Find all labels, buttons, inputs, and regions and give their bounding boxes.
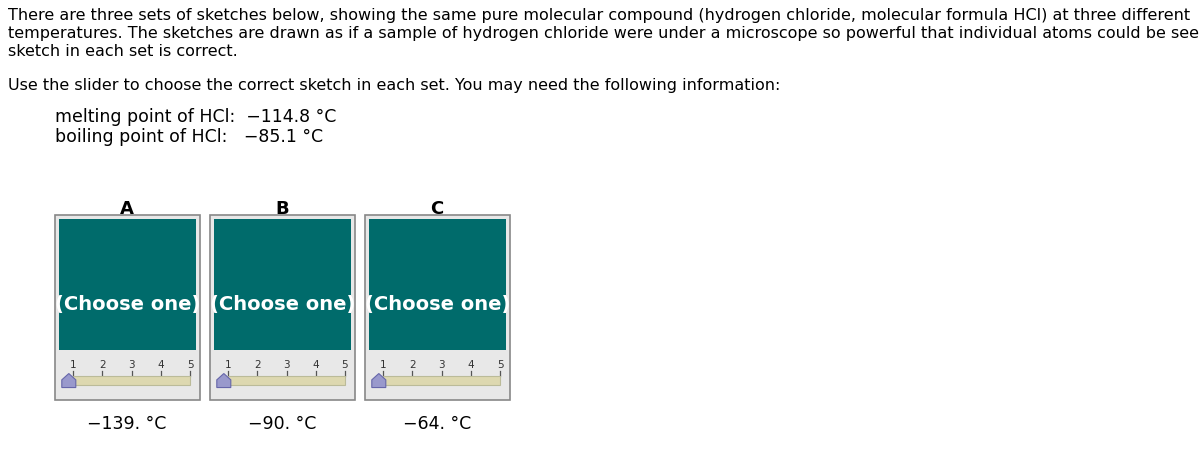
Text: 2: 2: [98, 360, 106, 370]
Bar: [55, 215, 200, 400]
Bar: [383, 376, 500, 385]
Bar: [59, 219, 196, 350]
Bar: [370, 219, 506, 350]
Text: 4: 4: [468, 360, 474, 370]
Text: 1: 1: [224, 360, 232, 370]
Text: 1: 1: [379, 360, 386, 370]
Text: −64. °C: −64. °C: [403, 415, 472, 433]
Bar: [214, 219, 352, 350]
Bar: [228, 376, 346, 385]
Text: 1: 1: [70, 360, 77, 370]
Text: (Choose one): (Choose one): [210, 295, 355, 314]
Text: 4: 4: [312, 360, 319, 370]
Text: (Choose one): (Choose one): [55, 295, 200, 314]
Text: B: B: [275, 200, 289, 218]
Text: A: A: [120, 200, 134, 218]
Polygon shape: [372, 373, 386, 388]
Text: temperatures. The sketches are drawn as if a sample of hydrogen chloride were un: temperatures. The sketches are drawn as …: [8, 26, 1200, 41]
Text: 5: 5: [342, 360, 348, 370]
Text: 5: 5: [497, 360, 503, 370]
Text: boiling point of HCl:   −85.1 °C: boiling point of HCl: −85.1 °C: [55, 128, 323, 146]
Text: 3: 3: [128, 360, 134, 370]
Text: 2: 2: [254, 360, 260, 370]
Polygon shape: [62, 373, 76, 388]
Text: C: C: [431, 200, 444, 218]
Text: 5: 5: [187, 360, 193, 370]
Text: 2: 2: [409, 360, 415, 370]
Text: (Choose one): (Choose one): [365, 295, 510, 314]
Bar: [365, 215, 510, 400]
Text: Use the slider to choose the correct sketch in each set. You may need the follow: Use the slider to choose the correct ske…: [8, 78, 780, 93]
Text: melting point of HCl:  −114.8 °C: melting point of HCl: −114.8 °C: [55, 108, 336, 126]
Bar: [210, 215, 355, 400]
Text: −139. °C: −139. °C: [88, 415, 167, 433]
Text: There are three sets of sketches below, showing the same pure molecular compound: There are three sets of sketches below, …: [8, 8, 1190, 23]
Text: sketch in each set is correct.: sketch in each set is correct.: [8, 44, 238, 59]
Text: 4: 4: [157, 360, 164, 370]
Text: 3: 3: [283, 360, 290, 370]
Polygon shape: [217, 373, 230, 388]
Text: −90. °C: −90. °C: [248, 415, 316, 433]
Bar: [73, 376, 190, 385]
Text: 3: 3: [438, 360, 445, 370]
